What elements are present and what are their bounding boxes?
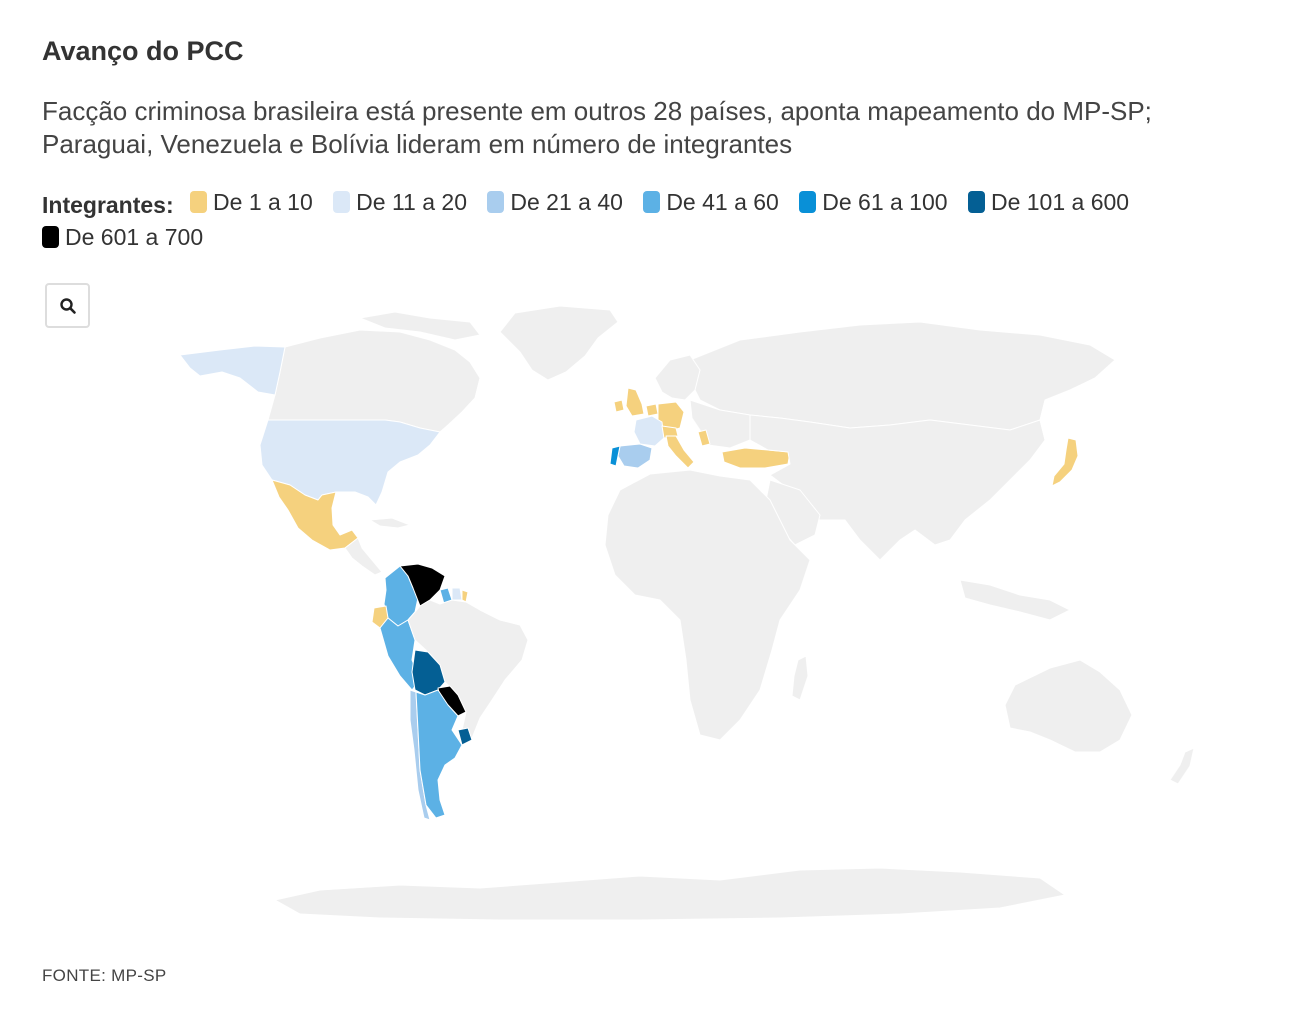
- country-japan[interactable]: [1051, 437, 1079, 487]
- country-madagascar[interactable]: [791, 655, 809, 701]
- country-uruguay[interactable]: [457, 727, 473, 746]
- zoom-button[interactable]: [45, 283, 90, 328]
- country-turkey[interactable]: [721, 447, 791, 469]
- country-italy[interactable]: [665, 435, 695, 469]
- country-uk[interactable]: [625, 387, 645, 417]
- country-new-zealand[interactable]: [1169, 747, 1195, 785]
- world-map[interactable]: [0, 290, 1292, 930]
- legend-item-61-100[interactable]: De 61 a 100: [799, 186, 948, 218]
- country-argentina[interactable]: [415, 689, 463, 819]
- legend: Integrantes: De 1 a 10 De 11 a 20 De 21 …: [42, 186, 1257, 256]
- country-ireland[interactable]: [613, 399, 625, 413]
- country-french-guiana[interactable]: [461, 589, 469, 603]
- country-scandinavia[interactable]: [654, 354, 701, 401]
- country-france[interactable]: [633, 415, 665, 447]
- country-canada-islands[interactable]: [359, 311, 481, 341]
- legend-label: De 21 a 40: [510, 189, 623, 215]
- country-spain[interactable]: [617, 443, 653, 469]
- country-greenland[interactable]: [499, 305, 619, 381]
- country-usa-alaska[interactable]: [179, 345, 286, 396]
- legend-swatch: [333, 191, 351, 213]
- country-cuba[interactable]: [369, 517, 411, 529]
- country-mexico[interactable]: [271, 479, 359, 551]
- legend-label: De 601 a 700: [65, 224, 204, 250]
- country-switzerland[interactable]: [661, 425, 679, 439]
- legend-title: Integrantes:: [42, 192, 174, 218]
- legend-item-601-700[interactable]: De 601 a 700: [42, 221, 203, 253]
- country-netherlands[interactable]: [645, 403, 659, 417]
- legend-label: De 61 a 100: [822, 189, 948, 215]
- country-balkans[interactable]: [697, 429, 711, 447]
- country-russia[interactable]: [689, 321, 1116, 431]
- source-note: FONTE: MP-SP: [42, 966, 167, 985]
- country-suriname[interactable]: [451, 587, 463, 601]
- legend-item-11-20[interactable]: De 11 a 20: [333, 186, 467, 218]
- legend-swatch: [799, 191, 817, 213]
- search-icon: [59, 297, 76, 314]
- country-venezuela[interactable]: [399, 563, 446, 607]
- country-canada[interactable]: [267, 329, 481, 433]
- country-se-asia[interactable]: [959, 579, 1071, 621]
- country-brazil[interactable]: [407, 599, 529, 739]
- country-peru[interactable]: [379, 617, 421, 691]
- country-portugal[interactable]: [609, 445, 621, 467]
- chart-title: Avanço do PCC: [42, 36, 244, 66]
- legend-label: De 1 a 10: [213, 189, 313, 215]
- country-asia-central[interactable]: [749, 414, 1046, 561]
- legend-item-21-40[interactable]: De 21 a 40: [487, 186, 623, 218]
- legend-label: De 101 a 600: [990, 189, 1130, 215]
- country-central-america[interactable]: [344, 537, 383, 576]
- legend-label: De 11 a 20: [356, 189, 467, 215]
- legend-item-101-600[interactable]: De 101 a 600: [967, 186, 1130, 218]
- legend-label: De 41 a 60: [666, 189, 779, 215]
- country-africa[interactable]: [604, 469, 811, 741]
- country-antarctica[interactable]: [274, 867, 1066, 921]
- legend-item-41-60[interactable]: De 41 a 60: [643, 186, 779, 218]
- legend-swatch: [42, 226, 59, 248]
- legend-swatch: [643, 191, 661, 213]
- chart-subtitle: Facção criminosa brasileira está present…: [42, 96, 1152, 159]
- legend-swatch: [967, 191, 985, 213]
- country-australia[interactable]: [1004, 659, 1133, 753]
- legend-swatch: [487, 191, 505, 213]
- legend-item-1-10[interactable]: De 1 a 10: [190, 186, 313, 218]
- legend-swatch: [190, 191, 208, 213]
